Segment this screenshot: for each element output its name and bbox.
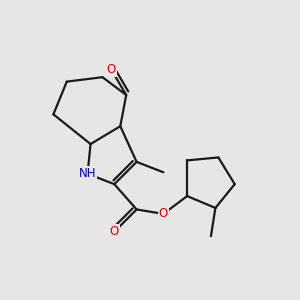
Text: O: O — [107, 63, 116, 76]
Text: O: O — [159, 207, 168, 220]
Text: NH: NH — [79, 167, 96, 180]
Text: O: O — [110, 225, 119, 238]
